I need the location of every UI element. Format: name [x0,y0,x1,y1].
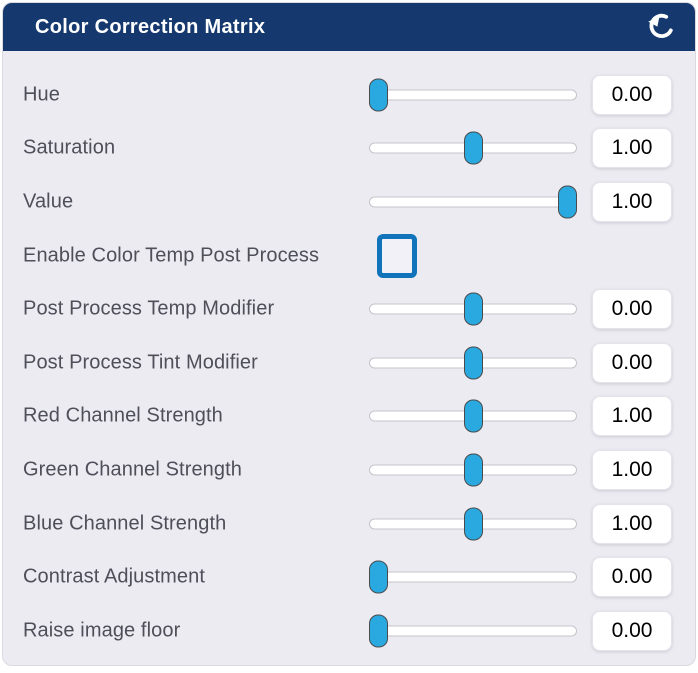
row-label: Raise image floor [23,619,181,642]
row-green-channel-strength: Green Channel Strength 1.00 [3,443,695,497]
slider-thumb[interactable] [369,560,388,594]
reset-button[interactable] [643,8,681,46]
slider-track[interactable] [369,571,577,583]
row-label: Saturation [23,136,116,159]
row-blue-channel-strength: Blue Channel Strength 1.00 [3,497,695,551]
slider[interactable] [369,399,577,433]
value-input[interactable]: 0.00 [592,342,672,383]
row-hue: Hue 0.00 [3,68,695,122]
value-input[interactable]: 1.00 [592,503,672,544]
slider-track[interactable] [369,196,577,208]
panel-header: Color Correction Matrix [3,3,695,51]
slider[interactable] [369,453,577,487]
row-enable-color-temp-post-process: Enable Color Temp Post Process [3,229,695,283]
value-input[interactable]: 0.00 [592,74,672,115]
slider-thumb[interactable] [369,614,388,648]
row-label: Blue Channel Strength [23,512,227,535]
slider[interactable] [369,346,577,380]
slider-thumb[interactable] [463,507,483,541]
slider-thumb[interactable] [463,399,483,433]
row-label: Red Channel Strength [23,404,223,427]
slider[interactable] [369,185,577,219]
row-label: Value [23,190,74,213]
slider-thumb[interactable] [463,131,483,165]
row-label: Contrast Adjustment [23,565,205,588]
value-input[interactable]: 0.00 [592,557,672,598]
value-input[interactable]: 0.00 [592,610,672,651]
value-input[interactable]: 1.00 [592,181,672,222]
slider-thumb[interactable] [463,292,483,326]
row-red-channel-strength: Red Channel Strength 1.00 [3,390,695,444]
slider-thumb[interactable] [369,78,388,112]
row-post-process-tint-modifier: Post Process Tint Modifier 0.00 [3,336,695,390]
slider-thumb[interactable] [463,346,483,380]
row-post-process-temp-modifier: Post Process Temp Modifier 0.00 [3,282,695,336]
slider[interactable] [369,292,577,326]
row-label: Hue [23,83,60,106]
slider[interactable] [369,507,577,541]
slider-thumb[interactable] [558,185,577,219]
panel-title: Color Correction Matrix [35,15,266,38]
slider[interactable] [369,131,577,165]
value-input[interactable]: 0.00 [592,289,672,330]
row-raise-image-floor: Raise image floor 0.00 [3,604,695,658]
value-input[interactable]: 1.00 [592,449,672,490]
slider[interactable] [369,560,577,594]
row-value: Value 1.00 [3,175,695,229]
row-label: Green Channel Strength [23,458,243,481]
slider-track[interactable] [369,625,577,637]
checkbox-enable-color-temp-post-process[interactable] [377,233,417,278]
row-label: Post Process Tint Modifier [23,351,258,374]
row-label: Enable Color Temp Post Process [23,244,320,267]
slider-thumb[interactable] [463,453,483,487]
controls-list: Hue 0.00 Saturation 1.00 Value 1.00 Enab… [3,51,695,658]
slider[interactable] [369,614,577,648]
row-saturation: Saturation 1.00 [3,122,695,176]
value-input[interactable]: 1.00 [592,128,672,169]
reset-icon [648,13,673,38]
slider-track[interactable] [369,89,577,101]
row-contrast-adjustment: Contrast Adjustment 0.00 [3,550,695,604]
row-label: Post Process Temp Modifier [23,297,275,320]
value-input[interactable]: 1.00 [592,396,672,437]
slider[interactable] [369,78,577,112]
